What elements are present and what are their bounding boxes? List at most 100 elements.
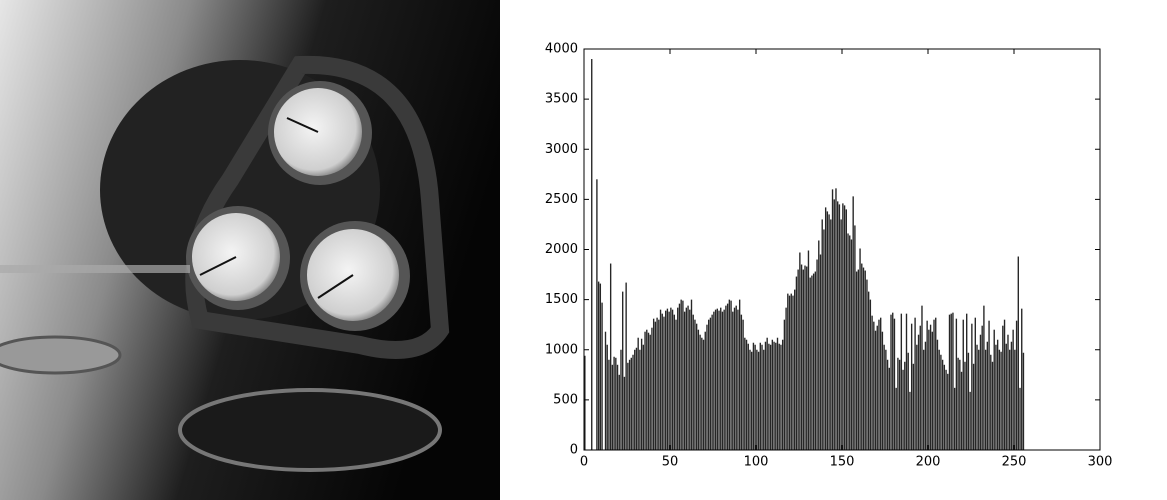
bar (761, 344, 763, 450)
bar (713, 311, 715, 450)
bar (960, 371, 963, 450)
bar (840, 219, 842, 450)
bar (947, 373, 949, 450)
bar (914, 317, 916, 450)
bar (599, 283, 602, 450)
x-tick-label: 50 (662, 455, 679, 470)
y-tick-label: 2500 (545, 192, 578, 207)
bar (926, 320, 928, 450)
bar (1005, 343, 1007, 450)
bar (814, 271, 817, 450)
x-tick-label: 150 (830, 455, 855, 470)
bar (928, 329, 930, 450)
bar (993, 329, 995, 450)
bar (984, 349, 987, 450)
bar (675, 319, 677, 450)
bar (763, 349, 765, 450)
bar (690, 299, 693, 450)
bar (711, 314, 713, 450)
bar (988, 320, 990, 450)
bar (933, 319, 935, 450)
bar (843, 205, 846, 450)
bar (706, 324, 708, 450)
bar (733, 307, 736, 450)
bar (1022, 352, 1025, 450)
bar (718, 310, 720, 450)
bar (701, 337, 703, 450)
bar (632, 354, 634, 450)
bar (670, 307, 672, 450)
bar (890, 314, 892, 450)
bar (695, 323, 698, 450)
bar (785, 307, 787, 450)
bar (912, 363, 915, 450)
bar (953, 387, 956, 450)
bar (797, 269, 799, 450)
bar (971, 323, 973, 450)
bar (680, 299, 682, 450)
bar (962, 319, 964, 450)
bar (787, 293, 789, 450)
bar (634, 349, 636, 450)
bar (644, 331, 646, 450)
bar (854, 225, 856, 450)
bar (800, 264, 803, 450)
bar (671, 309, 674, 450)
bar (991, 361, 994, 450)
bar (847, 233, 849, 450)
x-tick-label: 0 (580, 455, 588, 470)
bar (725, 305, 727, 450)
bar (931, 331, 933, 450)
bar (652, 318, 655, 450)
bar (892, 312, 894, 450)
bar (773, 341, 775, 450)
bar (873, 321, 875, 450)
bar (943, 364, 946, 450)
bar (742, 319, 744, 450)
bar (874, 330, 877, 450)
bar (1000, 351, 1002, 450)
bar (795, 276, 798, 450)
bar (757, 351, 760, 450)
bar (732, 311, 734, 450)
bar (737, 309, 739, 450)
bar (978, 349, 980, 450)
bar (1002, 325, 1004, 450)
bar (809, 277, 811, 450)
bar (821, 219, 823, 450)
bar (881, 331, 884, 450)
bar (845, 209, 847, 450)
bar (723, 309, 725, 450)
bar (625, 282, 627, 450)
bar (649, 334, 651, 450)
bar (654, 321, 657, 450)
bar (917, 334, 920, 450)
bar (869, 299, 872, 450)
bar (941, 359, 944, 450)
bar (1019, 387, 1021, 450)
y-tick-label: 4000 (545, 42, 578, 57)
bar (897, 357, 899, 450)
bar (591, 59, 593, 451)
bar (876, 325, 878, 450)
bar (606, 344, 608, 450)
bar (630, 357, 632, 450)
bar (921, 305, 923, 450)
bar (909, 391, 911, 450)
bar (775, 342, 777, 450)
bar (622, 291, 624, 450)
bar (642, 344, 645, 450)
bar (849, 235, 851, 450)
bar (835, 188, 837, 450)
y-tick-label: 3500 (545, 92, 578, 107)
bar (833, 199, 835, 450)
bar (651, 327, 653, 450)
bar (905, 313, 908, 450)
bar (735, 305, 737, 450)
bar (886, 359, 889, 450)
photo (0, 0, 500, 500)
x-tick-label: 100 (744, 455, 769, 470)
bar (759, 342, 761, 450)
bar (888, 367, 890, 450)
